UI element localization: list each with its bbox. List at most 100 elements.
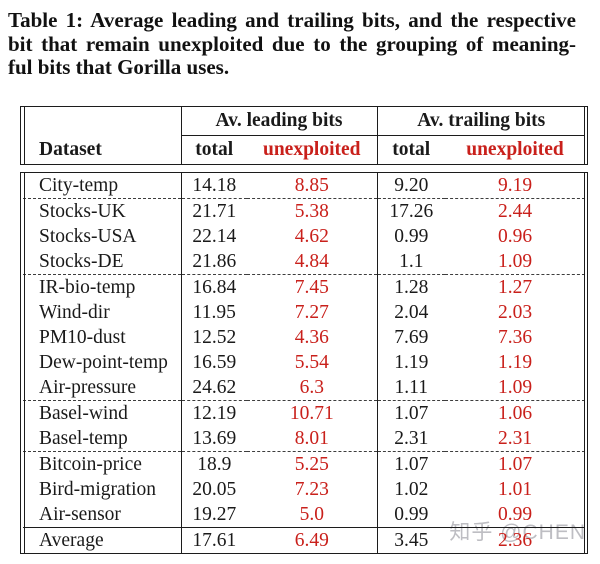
dataset-cell: Basel-wind [23, 400, 182, 426]
group-header-row: Dataset Av. leading bits Av. trailing bi… [23, 107, 585, 164]
trailing-unexploited-cell: 7.36 [497, 327, 533, 348]
dataset-cell: Stocks-DE [23, 249, 182, 275]
table-1: 知乎 @CHEN Dataset Av. leading bits Av. tr… [20, 106, 588, 554]
leading-unexploited-cell: 5.38 [294, 201, 329, 222]
trailing-total-cell: 2.31 [376, 426, 445, 452]
trailing-unexploited-cell: 1.09 [445, 249, 585, 275]
trailing-total-cell: 1.02 [376, 477, 445, 502]
trailing-total-cell: 0.99 [376, 224, 445, 249]
dataset-cell: Bitcoin-price [23, 451, 182, 477]
table-row: City-temp 14.18 8.85 9.20 9.19 [23, 173, 585, 199]
leading-unexploited-cell: 4.36 [294, 327, 329, 348]
table-row: Bird-migration 20.05 7.23 1.02 1.01 [23, 477, 585, 502]
table-row: Air-pressure 24.62 6.3 1.11 1.09 [23, 375, 585, 401]
table-row: Air-sensor 19.27 5.0 0.99 0.99 [23, 502, 585, 528]
trailing-unexploited-cell: 1.19 [497, 352, 533, 373]
group-header-trailing: Av. trailing bits [376, 107, 585, 136]
leading-total-cell: 24.62 [181, 375, 247, 401]
table-row: Basel-temp 13.69 8.01 2.31 2.31 [23, 426, 585, 452]
trailing-total-cell: 1.11 [376, 375, 445, 401]
table-caption: Table 1: Average leading and trailing bi… [8, 8, 576, 80]
trailing-unexploited-cell: 1.01 [497, 479, 533, 500]
trailing-total-cell: 1.07 [376, 400, 445, 426]
leading-unexploited-cell: 7.45 [294, 277, 329, 298]
col-header-trailing-unexploited: unexploited [445, 135, 585, 164]
leading-unexploited-cell: 7.27 [294, 302, 329, 323]
leading-unexploited-cell: 5.0 [299, 504, 324, 525]
leading-unexploited-cell: 8.85 [247, 173, 377, 199]
header-table: Dataset Av. leading bits Av. trailing bi… [23, 107, 585, 164]
col-header-leading-unexploited: unexploited [247, 135, 377, 164]
trailing-unexploited-cell: 2.31 [445, 426, 585, 452]
trailing-unexploited-cell: 1.27 [497, 277, 533, 298]
trailing-unexploited-cell: 9.19 [445, 173, 585, 199]
leading-total-cell: 21.86 [181, 249, 247, 275]
leading-unexploited-cell: 5.25 [294, 454, 329, 475]
sub-header-row: total unexploited total unexploited [23, 135, 585, 164]
leading-total-cell: 21.71 [192, 201, 237, 222]
dataset-cell: Bird-migration [23, 477, 182, 502]
col-header-trailing-total: total [376, 135, 445, 164]
table-row: Bitcoin-price 18.9 5.25 1.07 1.07 [23, 451, 585, 477]
dataset-cell: City-temp [23, 173, 182, 199]
leading-unexploited-cell: 10.71 [289, 403, 334, 424]
trailing-unexploited-cell: 1.09 [445, 375, 585, 401]
col-header-leading-total: total [181, 135, 247, 164]
leading-unexploited-cell: 8.01 [247, 426, 377, 452]
table-row: Stocks-UK 21.71 5.38 17.26 2.44 [23, 198, 585, 224]
table-row: Basel-wind 12.19 10.71 1.07 1.06 [23, 400, 585, 426]
body-table: City-temp 14.18 8.85 9.20 9.19 Stocks-UK 21.71… [23, 173, 585, 553]
trailing-total-cell: 9.20 [376, 173, 445, 199]
dataset-cell: Stocks-USA [23, 224, 182, 249]
leading-total-cell: 12.52 [192, 327, 237, 348]
trailing-total-cell: 0.99 [376, 502, 445, 528]
leading-unexploited-cell: 5.54 [294, 352, 329, 373]
leading-total-cell: 11.95 [192, 302, 236, 323]
trailing-total-cell: 17.26 [376, 198, 445, 224]
dataset-cell: Air-pressure [23, 375, 182, 401]
table-row: Wind-dir 11.95 7.27 2.04 2.03 [23, 300, 585, 325]
leading-total-cell: 12.19 [192, 403, 237, 424]
leading-total-cell: 19.27 [192, 504, 237, 525]
trailing-total-cell: 3.45 [376, 527, 445, 553]
col-header-dataset: Dataset [23, 107, 182, 164]
table-header-box: Dataset Av. leading bits Av. trailing bi… [20, 106, 588, 165]
leading-unexploited-cell: 6.49 [247, 527, 377, 553]
dataset-cell: IR-bio-temp [23, 274, 182, 300]
table-row: Stocks-USA 22.14 4.62 0.99 0.96 [23, 224, 585, 249]
caption-line-2: bit that remain unexploited due to the g… [8, 31, 576, 56]
leading-unexploited-cell: 4.84 [247, 249, 377, 275]
leading-total-cell: 22.14 [192, 226, 237, 247]
leading-total-cell: 16.84 [192, 277, 237, 298]
dataset-cell: Stocks-UK [23, 198, 182, 224]
trailing-total-cell: 1.19 [376, 350, 445, 375]
group-header-leading: Av. leading bits [215, 110, 343, 131]
dataset-cell: Dew-point-temp [23, 350, 182, 375]
leading-total-cell: 16.59 [192, 352, 237, 373]
dataset-cell: Wind-dir [23, 300, 182, 325]
table-body-box: City-temp 14.18 8.85 9.20 9.19 Stocks-UK 21.71… [20, 172, 588, 554]
table-row: IR-bio-temp 16.84 7.45 1.28 1.27 [23, 274, 585, 300]
leading-unexploited-cell: 7.23 [294, 479, 329, 500]
dataset-cell: Average [23, 527, 182, 553]
trailing-total-cell: 1.28 [376, 274, 445, 300]
trailing-unexploited-cell: 0.96 [497, 226, 533, 247]
leading-unexploited-cell: 4.62 [294, 226, 329, 247]
trailing-unexploited-cell: 2.44 [497, 201, 533, 222]
average-row: Average 17.61 6.49 3.45 2.36 [23, 527, 585, 553]
table-row: Dew-point-temp 16.59 5.54 1.19 1.19 [23, 350, 585, 375]
dataset-cell: Basel-temp [23, 426, 182, 452]
trailing-total-cell: 2.04 [376, 300, 445, 325]
trailing-total-cell: 1.07 [376, 451, 445, 477]
leading-total-cell: 17.61 [181, 527, 247, 553]
caption-line-1: Table 1: Average leading and trailing bi… [8, 8, 576, 32]
leading-total-cell: 20.05 [192, 479, 237, 500]
leading-total-cell: 13.69 [181, 426, 247, 452]
trailing-unexploited-cell: 1.06 [497, 403, 533, 424]
trailing-total-cell: 7.69 [376, 325, 445, 350]
dataset-cell: PM10-dust [23, 325, 182, 350]
trailing-unexploited-cell: 0.99 [497, 504, 533, 525]
caption-line-3: ful bits that Gorilla uses. [8, 55, 230, 79]
leading-total-cell: 18.9 [197, 454, 232, 475]
